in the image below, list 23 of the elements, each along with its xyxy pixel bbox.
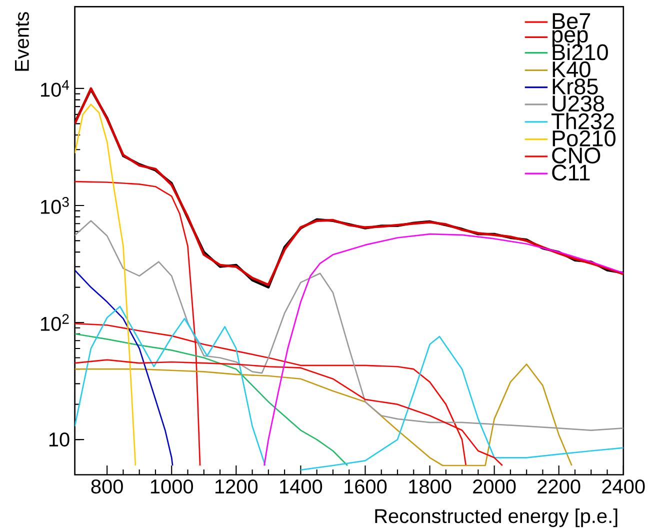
legend-label: Be7 — [552, 13, 590, 30]
legend-label: Th232 — [552, 112, 614, 130]
legend-label: Kr85 — [552, 78, 598, 95]
x-tick-label: 1000 — [150, 480, 194, 494]
y-axis-title: Events — [15, 12, 29, 71]
x-tick-label: 1200 — [215, 480, 258, 494]
y-tick-label: 10$^{3}$ — [41, 197, 69, 214]
legend-label: C11 — [552, 164, 590, 181]
x-tick-label: 2200 — [538, 480, 580, 494]
legend-label: CNO — [552, 148, 600, 164]
legend-label: U238 — [552, 96, 604, 112]
x-tick-label: 1400 — [280, 480, 322, 494]
x-tick-label: 1600 — [344, 480, 387, 494]
legend-label: Po210 — [552, 130, 616, 147]
x-tick-label: 2000 — [473, 480, 516, 494]
legend-label: K40 — [552, 62, 590, 78]
x-tick-label: 2400 — [602, 480, 645, 494]
y-tick-label: 10$^{4}$ — [41, 80, 70, 98]
y-tick-label: 10 — [49, 432, 70, 447]
x-tick-label: 800 — [91, 480, 123, 494]
y-tick-label: 10$^{2}$ — [41, 314, 69, 332]
x-axis-title: Reconstructed energy [p.e.] — [375, 508, 618, 528]
x-tick-label: 1800 — [409, 480, 452, 494]
